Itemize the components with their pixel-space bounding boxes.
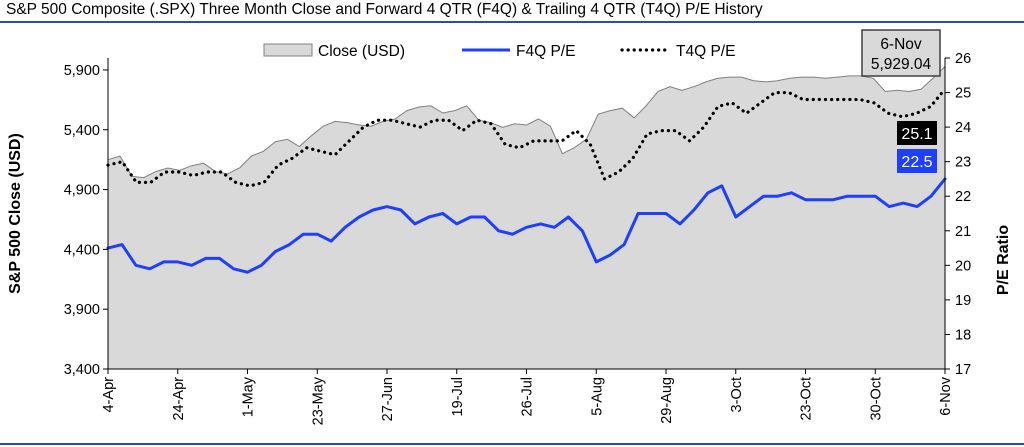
f4q-last-callout <box>897 149 937 173</box>
t4q-last-value: 25.1 <box>901 126 932 143</box>
y-tick-label: 5,400 <box>64 123 100 139</box>
f4q-pe-line <box>106 177 947 274</box>
x-tick-label: 3-Oct <box>729 377 745 412</box>
y2-tick-label: 25 <box>955 86 971 102</box>
legend: Close (USD) F4Q P/E T4Q P/E <box>263 43 735 60</box>
last-close-date: 6-Nov <box>880 36 922 53</box>
y2-axis-label: P/E Ratio <box>995 225 1012 295</box>
y2-tick-label: 18 <box>955 327 971 343</box>
t4q-last-callout <box>897 121 937 145</box>
y2-tick-label: 24 <box>955 120 971 136</box>
y-tick-label: 5,900 <box>64 63 100 79</box>
x-tick-label: 23-Oct <box>799 377 815 421</box>
x-tick-label: 30-Oct <box>868 377 884 421</box>
y2-tick-label: 22 <box>955 189 971 205</box>
x-tick-label: 6-Nov <box>938 376 954 415</box>
y2-tick-label: 21 <box>955 224 971 240</box>
y2-tick-label: 19 <box>955 293 971 309</box>
x-tick-label: 5-Aug <box>589 377 605 416</box>
y-tick-label: 3,900 <box>64 302 100 318</box>
legend-swatch-close <box>263 43 313 57</box>
x-tick-label: 23-May <box>310 376 326 425</box>
area-layer <box>107 65 946 370</box>
t4q-pe-line <box>106 87 947 188</box>
last-close-callout <box>861 29 941 77</box>
x-tick-label: 27-Jun <box>380 377 396 421</box>
y-tick-label: 4,900 <box>64 183 100 199</box>
y-tick-label: 3,400 <box>64 362 100 378</box>
callout-layer: 6-Nov 5,929.04 25.1 22.5 <box>861 29 941 173</box>
title-rule <box>0 21 1024 23</box>
x-tick-label: 4-Apr <box>101 377 117 413</box>
y-axis-label: S&P 500 Close (USD) <box>7 133 24 294</box>
y2-tick-label: 23 <box>955 155 971 171</box>
legend-label-f4q: F4Q P/E <box>516 43 575 60</box>
y2-tick-label: 17 <box>955 362 971 378</box>
x-tick-label: 1-May <box>241 376 257 417</box>
last-close-value: 5,929.04 <box>871 56 932 73</box>
legend-label-t4q: T4Q P/E <box>676 43 735 60</box>
axis-layer: 3,400 3,900 4,400 4,900 5,400 5,900 17 18 19 20 21… <box>7 51 1012 425</box>
y2-tick-label: 20 <box>955 258 971 274</box>
f4q-last-value: 22.5 <box>901 154 932 171</box>
x-tick-label: 26-Jul <box>520 377 536 417</box>
line-layer <box>106 87 947 274</box>
y2-tick-label: 26 <box>955 51 971 67</box>
close-area-series <box>107 65 946 370</box>
y-tick-label: 4,400 <box>64 242 100 258</box>
chart-title: S&P 500 Composite (.SPX) Three Month Clo… <box>6 1 763 18</box>
bottom-rule <box>0 443 1024 445</box>
x-tick-label: 19-Jul <box>450 377 466 417</box>
x-tick-label: 24-Apr <box>171 377 187 421</box>
x-tick-label: 29-Aug <box>659 377 675 424</box>
legend-label-close: Close (USD) <box>318 43 405 60</box>
